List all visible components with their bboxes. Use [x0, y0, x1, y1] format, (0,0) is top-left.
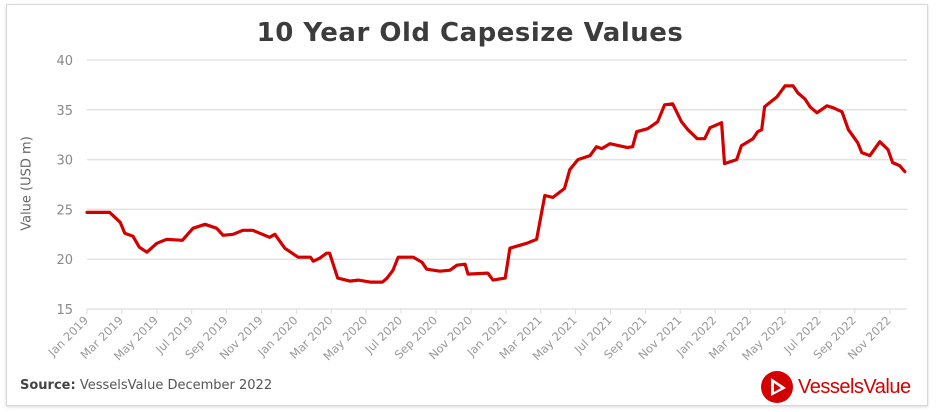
series-line — [85, 84, 907, 284]
y-tick-label: 15 — [56, 303, 73, 318]
y-tick-label: 35 — [56, 104, 73, 119]
source-label: Source: — [20, 378, 76, 393]
logo-text: VesselsValue — [798, 375, 911, 398]
y-tick-label: 40 — [56, 54, 73, 69]
source-note: Source: VesselsValue December 2022 — [20, 378, 272, 393]
chart-title: 10 Year Old Capesize Values — [256, 18, 684, 48]
vesselsvalue-logo: VesselsValue — [760, 370, 911, 404]
y-tick-label: 20 — [56, 253, 73, 268]
source-text: VesselsValue December 2022 — [79, 378, 273, 393]
logo-mark-icon — [761, 371, 793, 403]
chart-frame — [6, 4, 928, 406]
y-tick-label: 30 — [56, 154, 73, 169]
y-tick-label: 25 — [56, 203, 73, 218]
